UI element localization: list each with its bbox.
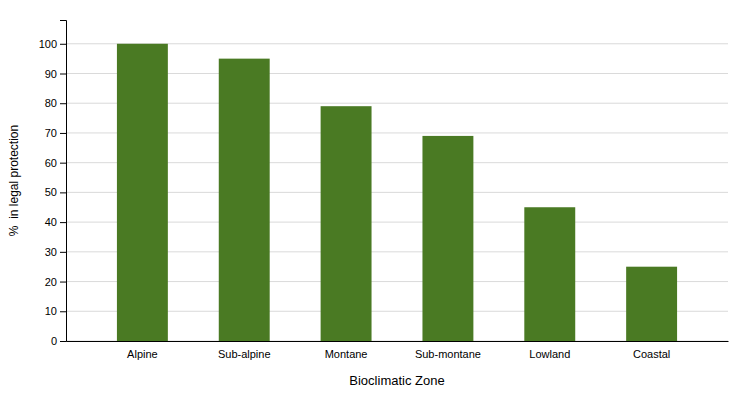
y-axis: 0 10 20 30 40 50 60 70 80 90 100 (39, 21, 67, 348)
y-tick-label: 100 (39, 38, 57, 50)
y-tick: 90 (45, 68, 66, 80)
x-tick-label: Montane (325, 348, 368, 360)
y-tick-mark (60, 311, 66, 312)
y-tick-mark (60, 341, 66, 342)
bar (524, 207, 575, 341)
bar (321, 106, 372, 341)
y-tick-label: 70 (45, 127, 57, 139)
x-tick: Coastal (633, 348, 670, 360)
y-tick: 80 (45, 97, 66, 109)
plot: 0 10 20 30 40 50 60 70 80 90 100 Alpine Sub-alpine Mo… (39, 21, 729, 360)
y-axis-line (60, 21, 67, 342)
y-tick-label: 40 (45, 216, 57, 228)
bar (219, 59, 270, 341)
y-tick: 10 (45, 305, 66, 317)
y-tick: 20 (45, 276, 66, 288)
y-tick: 0 (51, 335, 66, 347)
y-tick-label: 30 (45, 246, 57, 258)
y-tick: 40 (45, 216, 66, 228)
x-tick: Montane (325, 348, 368, 360)
bars (117, 44, 677, 341)
bar (117, 44, 168, 341)
y-tick-label: 60 (45, 157, 57, 169)
y-tick-mark (60, 192, 66, 193)
x-tick: Sub-montane (415, 348, 481, 360)
chart: 0 10 20 30 40 50 60 70 80 90 100 Alpine Sub-alpine Mo… (0, 0, 750, 399)
y-axis-title: % in legal protection (7, 125, 21, 236)
y-tick: 70 (45, 127, 66, 139)
x-tick-label: Sub-alpine (218, 348, 271, 360)
y-tick-label: 90 (45, 68, 57, 80)
y-tick-mark (60, 44, 66, 45)
x-axis-title: Bioclimatic Zone (349, 373, 444, 388)
bar (422, 136, 473, 341)
bar (626, 267, 677, 341)
x-tick-label: Sub-montane (415, 348, 481, 360)
x-axis: Alpine Sub-alpine Montane Sub-montane Lowlan… (67, 342, 729, 360)
y-tick-label: 80 (45, 97, 57, 109)
y-tick-mark (60, 74, 66, 75)
y-tick-mark (60, 103, 66, 104)
x-tick: Alpine (127, 348, 158, 360)
grid (66, 44, 728, 341)
y-tick: 60 (45, 157, 66, 169)
y-tick-label: 20 (45, 276, 57, 288)
y-tick-label: 10 (45, 305, 57, 317)
x-tick-label: Alpine (127, 348, 158, 360)
y-tick-mark (60, 133, 66, 134)
y-tick-mark (60, 252, 66, 253)
x-tick-label: Lowland (529, 348, 570, 360)
y-tick: 30 (45, 246, 66, 258)
x-tick-label: Coastal (633, 348, 670, 360)
y-tick: 100 (39, 38, 66, 50)
y-tick-label: 0 (51, 335, 57, 347)
x-axis-line (67, 341, 729, 342)
y-tick-mark (60, 163, 66, 164)
y-tick-mark (60, 282, 66, 283)
x-tick: Lowland (529, 348, 570, 360)
x-tick: Sub-alpine (218, 348, 271, 360)
y-tick: 50 (45, 186, 66, 198)
y-tick-label: 50 (45, 186, 57, 198)
y-tick-mark (60, 222, 66, 223)
